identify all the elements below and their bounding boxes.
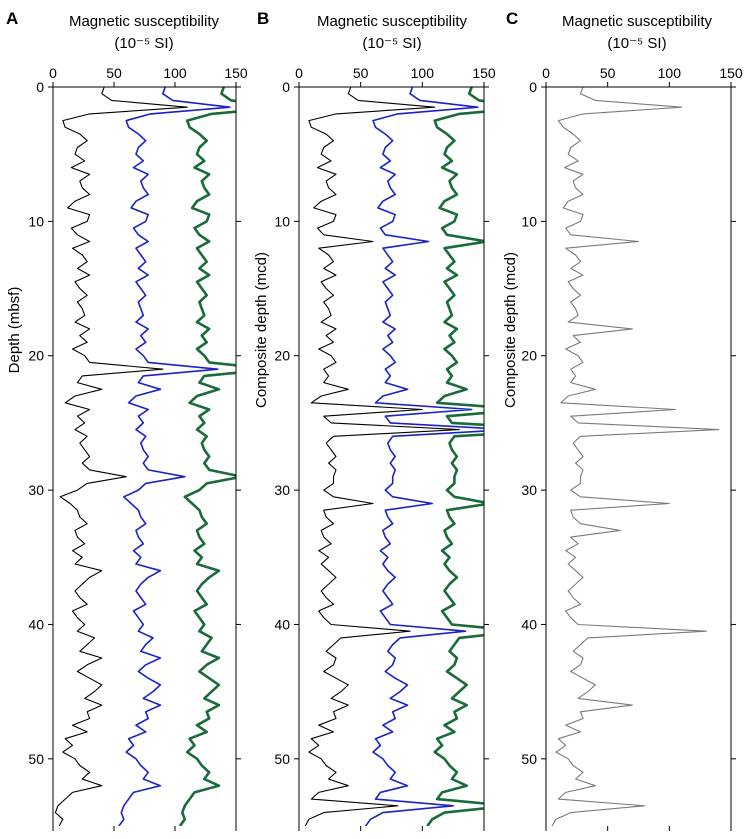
x-tick-label: 50 xyxy=(600,65,616,81)
panel-a-ylabel: Depth (mbsf) xyxy=(6,287,23,374)
y-tick-label: 40 xyxy=(28,616,44,632)
panel-b-plot: 0 50 100 150 0 10 20 30 40 50 xyxy=(274,65,496,831)
panel-letter-b: B xyxy=(257,9,269,28)
series-group xyxy=(54,87,236,826)
series-group xyxy=(304,87,484,826)
x-tick-label: 0 xyxy=(542,65,550,81)
x-tick-label: 150 xyxy=(472,65,496,81)
x-tick-label: 150 xyxy=(719,65,743,81)
y-tick-label: 40 xyxy=(521,616,537,632)
panel-c-plot: 0 50 100 150 0 10 20 30 40 50 xyxy=(521,65,743,831)
panel-b: B Magnetic susceptibility (10⁻⁵ SI) Comp… xyxy=(253,9,496,831)
y-tick-label: 10 xyxy=(521,213,537,229)
series-line-blue xyxy=(118,87,231,826)
y-tick-label: 40 xyxy=(274,616,290,632)
panel-c: C Magnetic susceptibility (10⁻⁵ SI) Comp… xyxy=(502,9,743,831)
panel-letter-c: C xyxy=(506,9,518,28)
y-tick-label: 20 xyxy=(28,348,44,364)
y-tick-label: 0 xyxy=(529,79,537,95)
y-tick-label: 50 xyxy=(28,751,44,767)
y-tick-label: 20 xyxy=(274,348,290,364)
series-line-gray xyxy=(551,87,720,826)
panel-b-ylabel: Composite depth (mcd) xyxy=(253,252,270,408)
y-tick-label: 30 xyxy=(274,482,290,498)
panel-b-title-line1: Magnetic susceptibility xyxy=(317,13,468,30)
series-line-blue xyxy=(364,87,484,826)
series-line-green xyxy=(178,87,236,826)
x-tick-label: 100 xyxy=(411,65,435,81)
panel-c-ylabel: Composite depth (mcd) xyxy=(502,252,519,408)
y-tick-label: 10 xyxy=(274,213,290,229)
panel-c-title-line1: Magnetic susceptibility xyxy=(562,13,713,30)
y-tick-label: 0 xyxy=(282,79,290,95)
panel-c-title-line2: (10⁻⁵ SI) xyxy=(607,35,666,52)
x-tick-label: 50 xyxy=(106,65,122,81)
y-tick-label: 10 xyxy=(28,213,44,229)
x-tick-label: 0 xyxy=(295,65,303,81)
y-tick-label: 50 xyxy=(274,751,290,767)
x-tick-label: 150 xyxy=(224,65,248,81)
series-line-black xyxy=(54,87,188,826)
x-tick-label: 100 xyxy=(163,65,187,81)
y-tick-label: 30 xyxy=(521,482,537,498)
series-line-green xyxy=(426,87,484,826)
x-tick-label: 100 xyxy=(658,65,682,81)
panel-b-title-line2: (10⁻⁵ SI) xyxy=(362,35,421,52)
x-tick-label: 0 xyxy=(49,65,57,81)
x-tick-label: 50 xyxy=(353,65,369,81)
y-tick-label: 50 xyxy=(521,751,537,767)
series-line-black xyxy=(304,87,460,826)
series-group xyxy=(551,87,720,826)
y-tick-label: 0 xyxy=(36,79,44,95)
panel-a: A Magnetic susceptibility (10⁻⁵ SI) Dept… xyxy=(6,9,248,831)
y-tick-label: 30 xyxy=(28,482,44,498)
panel-a-plot: 0 50 100 150 0 10 20 30 40 50 xyxy=(28,65,248,831)
panel-a-title-line1: Magnetic susceptibility xyxy=(69,13,220,30)
y-tick-label: 20 xyxy=(521,348,537,364)
panel-a-title-line2: (10⁻⁵ SI) xyxy=(114,35,173,52)
panel-letter-a: A xyxy=(6,9,18,28)
